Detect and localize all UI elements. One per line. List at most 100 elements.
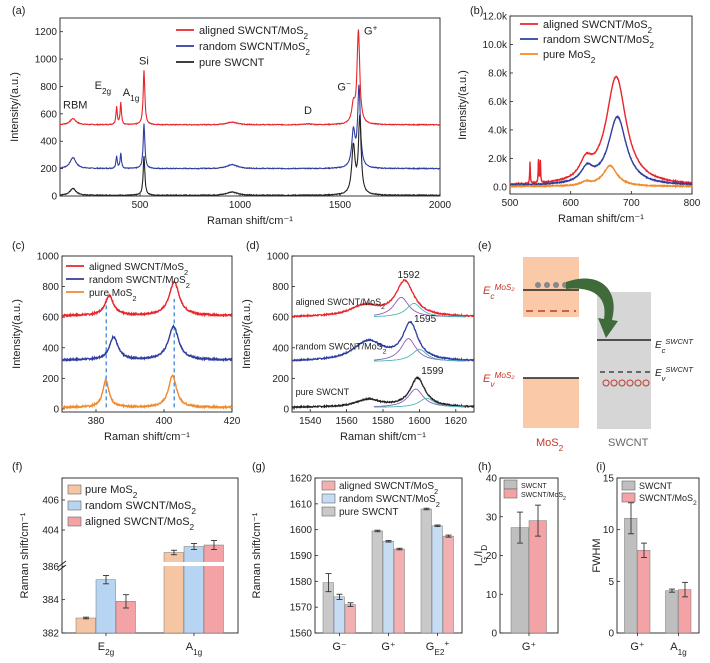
panel-g: G⁻ G⁺ GE2+ (g) Raman shift/cm⁻¹ 1560 1570 1580 1… [251,461,463,657]
annotation-d: D [304,105,312,117]
legend-entry: SWCNT/MoS2 [521,492,566,502]
text-part: G [426,641,435,653]
bar [203,544,224,634]
series-line [61,374,233,410]
legend-entry: aligned SWCNT/MoS2 [339,481,438,496]
text-part: random SWCNT/MoS [89,275,186,286]
bar [382,541,394,634]
x-tick-label: 500 [502,198,519,209]
y-tick-label: 0 [491,629,497,640]
annotation-si: Si [139,56,149,68]
text-part: 2 [649,41,654,50]
text-part: G [364,25,373,37]
text-part: Raman shift/cm⁻¹ [19,512,31,598]
text-part: E [655,368,662,379]
y-tick-label: 30 [486,512,498,523]
text-part: SWCNT [665,365,694,374]
bar [95,579,116,634]
y-tick-label: 800 [40,82,57,93]
series-line [60,29,441,127]
text-part: aligned SWCNT/MoS [85,516,190,528]
y-tick-label: 40 [486,474,498,485]
x-tick-label: G⁻ [332,641,347,653]
text-part: aligned SWCNT/MoS [89,262,184,273]
legend-swatch [321,506,336,517]
text-part: 2 [381,303,385,310]
panel-h: G⁺ (h) IG/ID 0 10 20 30 40 SWCNT SWCNT/MoS2 [473,461,566,653]
plot-frame [509,15,693,195]
series-line [291,375,475,409]
x-tick-label: G⁺ [522,641,537,653]
x-tick-label: 1600 [408,416,431,427]
text-part: v [490,380,495,389]
y-tick-label: 800 [272,282,289,293]
panel-label: (i) [596,461,606,473]
text-part: 2 [563,496,566,502]
text-part: − [346,79,351,88]
y-tick-label: 384 [42,595,59,606]
y-axis-label: Intensity/(a.u.) [11,299,23,369]
y-tick-label: 600 [40,109,57,120]
y-tick-label: 1000 [35,55,58,66]
y-axis-label: Intensity/(a.u.) [241,299,253,369]
y-axis-label: IG/ID [473,545,489,567]
text-part: SWCNT/MoS [521,492,563,499]
x-tick-label: E2g [98,641,115,657]
axis-break-mark [57,560,67,568]
x-tick-label: 1500 [329,200,352,211]
text-part: 2 [191,507,196,516]
label-ev-mos2: EvMoS₂ [483,371,515,389]
legend-entry: random SWCNT/MoS2 [85,500,196,516]
legend-swatch [503,488,518,499]
legend-entry: aligned SWCNT/MoS2 [199,25,309,41]
text-part: 2 [648,26,653,35]
text-part: MoS₂ [494,371,515,380]
x-tick-label: GE2+ [426,639,450,657]
y-tick-label: 0.0 [493,182,507,193]
annotation-1599: 1599 [421,366,444,377]
text-part: 2 [436,500,440,509]
text-part: Raman shift/cm⁻¹ [251,512,263,598]
text-part: 2 [559,444,564,453]
label-swcnt: SWCNT [608,437,649,449]
bar [637,550,651,634]
panel-label: (h) [478,461,491,473]
fit-component [373,348,465,362]
series-line [509,163,693,189]
text-part: E2 [434,648,445,657]
y-tick-label: 1000 [267,252,290,263]
annotation-1592: 1592 [398,270,421,281]
panel-label: (e) [478,240,491,252]
y-tick-label: 600 [272,313,289,324]
panel-i: G⁺ A1g (i) FWHM 0 5 10 15 SWCNT SWCNT/MoS2 [591,461,700,657]
text-part: 2 [305,48,310,57]
series-line [59,114,441,197]
text-part: E [655,340,662,351]
y-tick-label: 6.0k [488,97,508,108]
y-tick-label: 600 [42,313,59,324]
electron [544,282,550,288]
x-axis-label: Raman shift/cm⁻¹ [207,215,293,227]
text-part: 2 [434,487,438,496]
text-part: aligned SWCNT/MoS [296,297,382,307]
text-part: random SWCNT/MoS [85,500,191,512]
y-tick-label: 15 [603,474,615,485]
y-tick-label: 1580 [290,577,313,588]
text-part: /I [473,551,485,557]
hole [634,379,642,387]
x-axis-label: Raman shift/cm⁻¹ [558,213,644,225]
label-ec-swcnt: EcSWCNT [655,337,694,355]
x-tick-label: G⁺ [630,641,645,653]
text-part: v [662,374,667,383]
text-part: 2g [102,87,112,96]
text-part: A [123,87,131,99]
text-part: G⁺ [630,641,645,653]
panel-label: (c) [12,240,25,252]
text-part: G [480,557,489,563]
text-part: 2 [132,294,136,303]
x-tick-label: 2000 [429,200,452,211]
text-part: 2 [304,32,309,41]
panel-label: (d) [246,240,259,252]
y-tick-label: 1200 [35,27,58,38]
